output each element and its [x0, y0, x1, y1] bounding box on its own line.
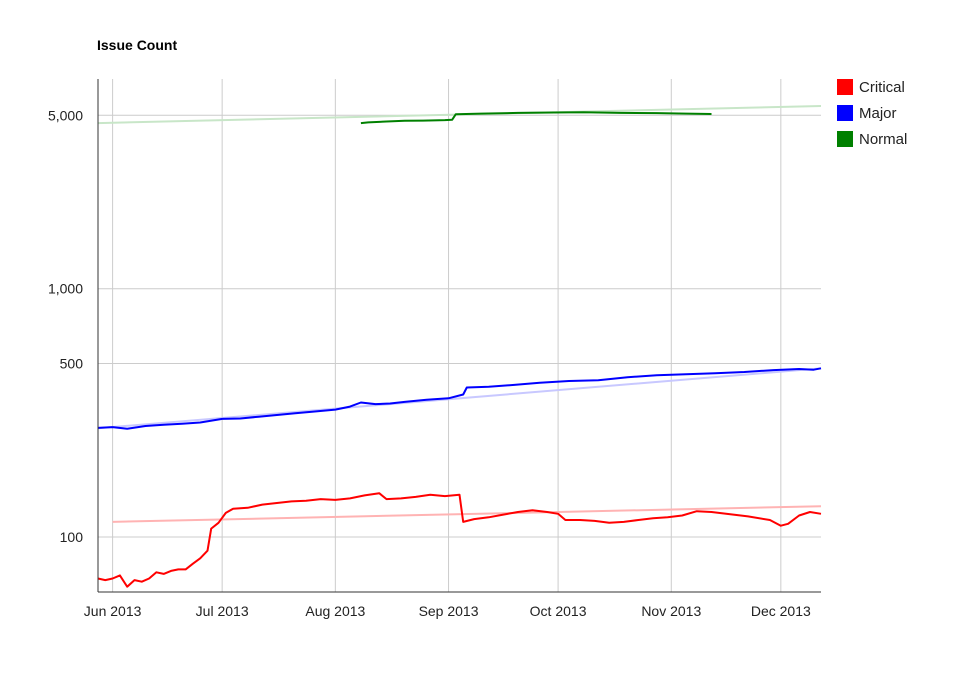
trendlines [97, 104, 822, 523]
gridlines [98, 79, 821, 592]
series-lines [97, 111, 822, 588]
chart-title: Issue Count [97, 37, 177, 53]
y-tick-label: 500 [60, 355, 84, 371]
x-tick-label: Jul 2013 [196, 603, 249, 619]
y-axis-ticks: 5,000 1,000 500 100 [48, 107, 83, 545]
series-line-major [97, 367, 822, 430]
x-tick-label: Dec 2013 [751, 603, 811, 619]
legend-label-normal: Normal [859, 131, 907, 148]
legend: Critical Major Normal [837, 79, 907, 148]
x-tick-label: Nov 2013 [641, 603, 701, 619]
x-tick-label: Sep 2013 [419, 603, 479, 619]
legend-label-critical: Critical [859, 79, 905, 96]
legend-swatch-major [837, 105, 853, 121]
series-line-critical [97, 492, 822, 588]
x-axis-ticks: Jun 2013 Jul 2013 Aug 2013 Sep 2013 Oct 2013… [84, 603, 811, 619]
y-tick-label: 100 [60, 529, 84, 545]
axes [97, 79, 821, 593]
series-line-normal [360, 111, 712, 125]
legend-swatch-critical [837, 79, 853, 95]
x-tick-label: Aug 2013 [305, 603, 365, 619]
y-tick-label: 5,000 [48, 107, 83, 123]
trendline-major [97, 367, 822, 430]
legend-label-major: Major [859, 105, 897, 122]
x-tick-label: Jun 2013 [84, 603, 142, 619]
y-tick-label: 1,000 [48, 281, 83, 297]
trendline-critical [112, 505, 822, 523]
legend-swatch-normal [837, 131, 853, 147]
x-tick-label: Oct 2013 [530, 603, 587, 619]
